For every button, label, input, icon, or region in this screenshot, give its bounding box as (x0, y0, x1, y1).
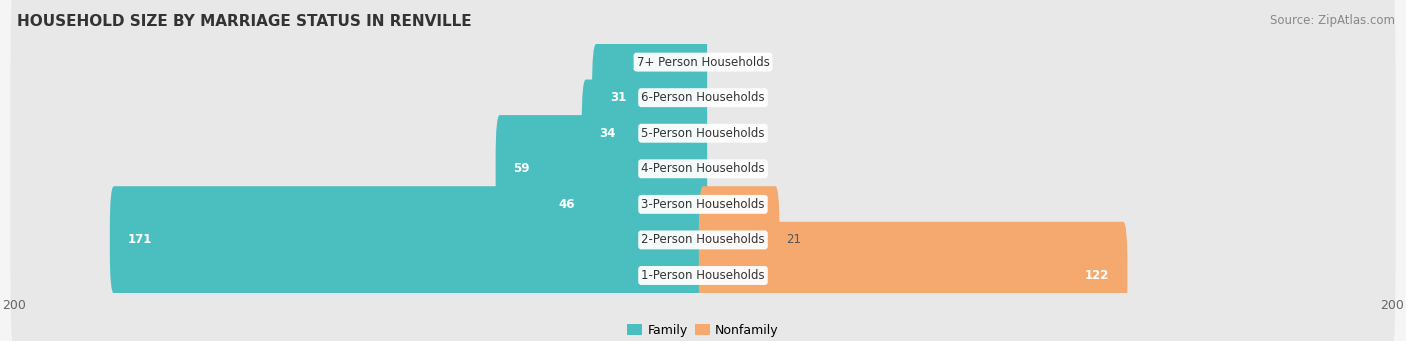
FancyBboxPatch shape (592, 44, 707, 151)
FancyBboxPatch shape (11, 117, 1395, 292)
Text: 0: 0 (685, 269, 693, 282)
FancyBboxPatch shape (496, 115, 707, 222)
Text: 1-Person Households: 1-Person Households (641, 269, 765, 282)
Text: HOUSEHOLD SIZE BY MARRIAGE STATUS IN RENVILLE: HOUSEHOLD SIZE BY MARRIAGE STATUS IN REN… (17, 14, 471, 29)
Text: 3-Person Households: 3-Person Households (641, 198, 765, 211)
Text: 34: 34 (599, 127, 616, 140)
FancyBboxPatch shape (11, 188, 1395, 341)
Text: 0: 0 (713, 198, 721, 211)
FancyBboxPatch shape (11, 10, 1395, 185)
Text: 31: 31 (610, 91, 626, 104)
FancyBboxPatch shape (11, 152, 1395, 328)
Text: 0: 0 (713, 56, 721, 69)
Text: 0: 0 (713, 162, 721, 175)
FancyBboxPatch shape (678, 9, 707, 116)
Text: 5-Person Households: 5-Person Households (641, 127, 765, 140)
Text: 2-Person Households: 2-Person Households (641, 234, 765, 247)
Text: 6-Person Households: 6-Person Households (641, 91, 765, 104)
Text: 122: 122 (1085, 269, 1109, 282)
FancyBboxPatch shape (540, 151, 707, 258)
FancyBboxPatch shape (582, 79, 707, 187)
Text: 4-Person Households: 4-Person Households (641, 162, 765, 175)
Text: 46: 46 (558, 198, 575, 211)
Text: 0: 0 (713, 91, 721, 104)
FancyBboxPatch shape (11, 81, 1395, 256)
Text: 0: 0 (713, 127, 721, 140)
FancyBboxPatch shape (699, 186, 779, 294)
Text: 7+ Person Households: 7+ Person Households (637, 56, 769, 69)
FancyBboxPatch shape (11, 0, 1395, 150)
Text: Source: ZipAtlas.com: Source: ZipAtlas.com (1270, 14, 1395, 27)
Text: 59: 59 (513, 162, 530, 175)
FancyBboxPatch shape (110, 186, 707, 294)
Legend: Family, Nonfamily: Family, Nonfamily (623, 319, 783, 341)
Text: 21: 21 (786, 234, 800, 247)
FancyBboxPatch shape (11, 46, 1395, 221)
FancyBboxPatch shape (699, 222, 1128, 329)
Text: 171: 171 (128, 234, 152, 247)
Text: 6: 6 (665, 56, 672, 69)
